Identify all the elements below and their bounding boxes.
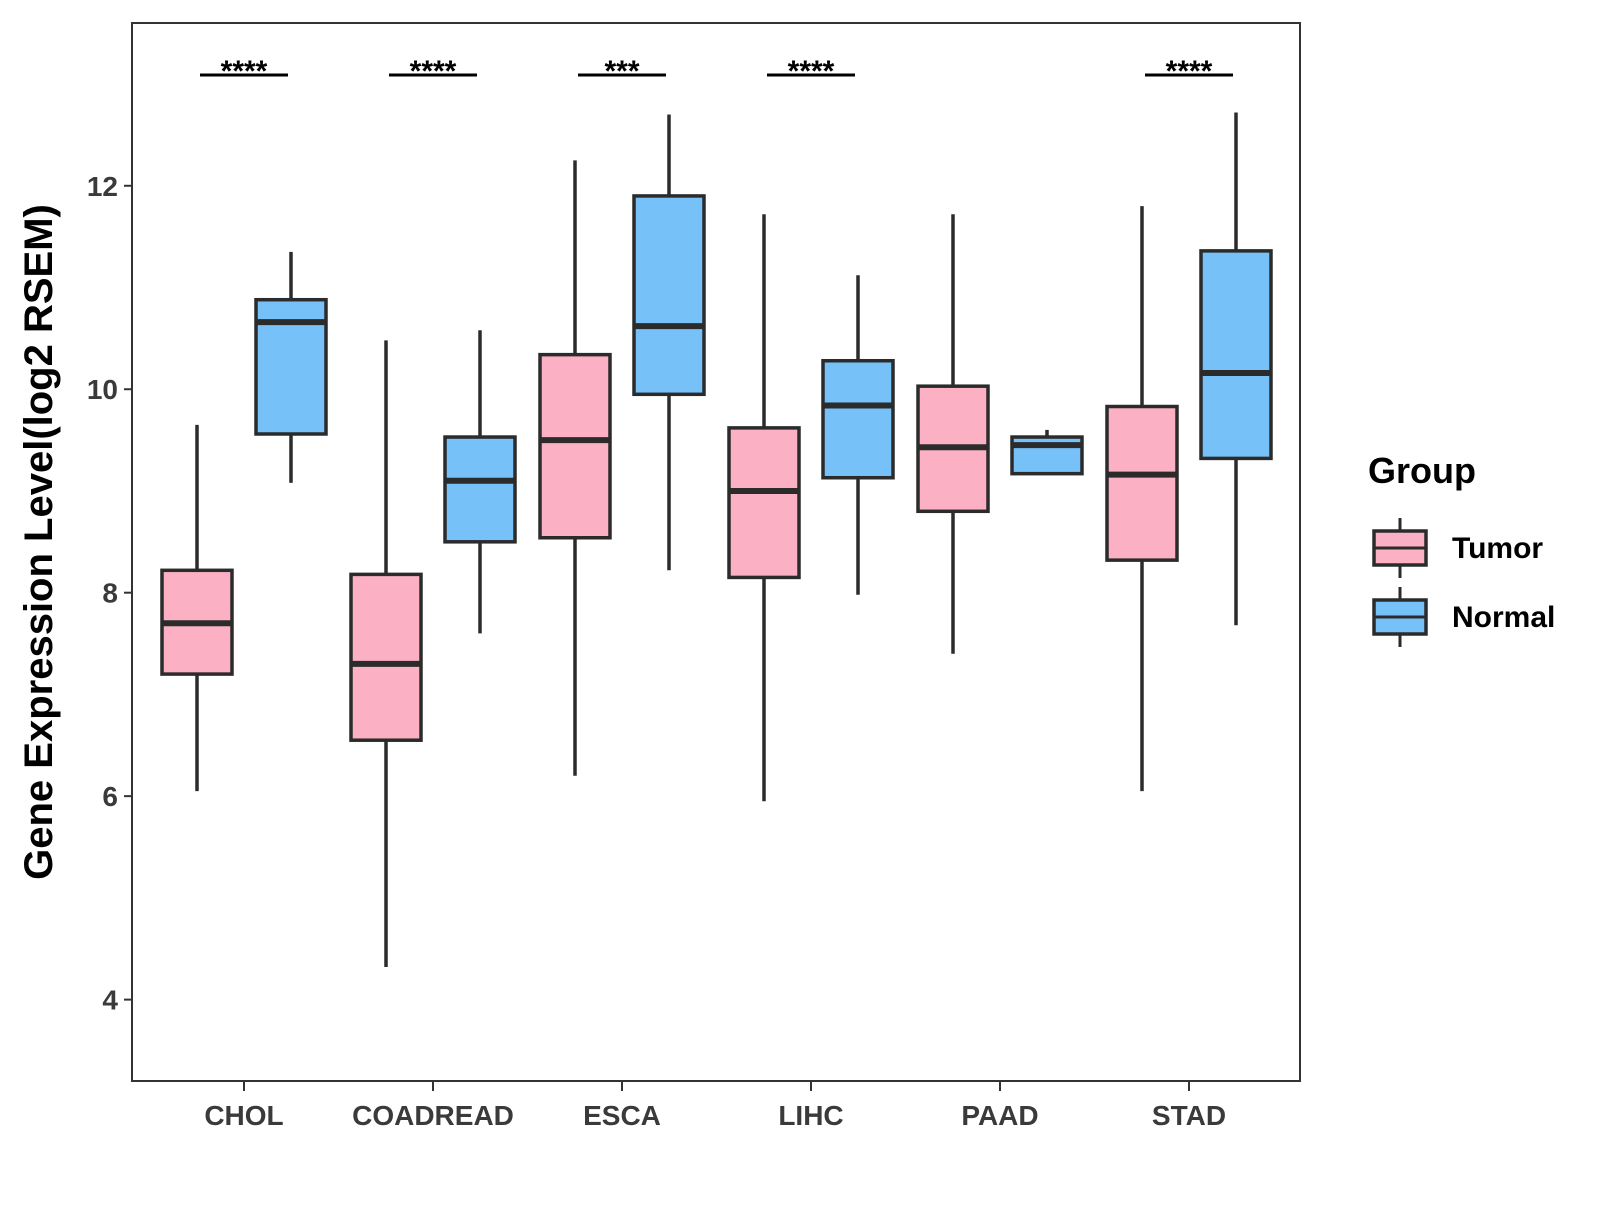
box-iqr <box>1105 404 1179 562</box>
box-tumor-paad <box>916 214 990 654</box>
significance-label-chol: **** <box>221 55 268 88</box>
box-normal-lihc <box>821 275 895 595</box>
box-iqr <box>349 572 423 742</box>
box-iqr <box>632 194 706 397</box>
y-tick-label: 10 <box>87 374 118 405</box>
x-tick-label-esca: ESCA <box>583 1100 661 1131</box>
x-tick-label-paad: PAAD <box>961 1100 1038 1131</box>
legend-label-tumor: Tumor <box>1452 532 1543 565</box>
x-tick-label-stad: STAD <box>1152 1100 1226 1131</box>
box-normal-coadread <box>443 330 517 634</box>
legend-title: Group <box>1368 450 1476 491</box>
plot-panel-border <box>131 22 1301 1082</box>
box-iqr <box>1199 249 1273 461</box>
significance-label-stad: **** <box>1166 55 1213 88</box>
legend: Group Tumor Normal <box>1368 450 1555 647</box>
box-normal-paad <box>1010 429 1084 476</box>
box-tumor-coadread <box>349 340 423 968</box>
box-tumor-stad <box>1105 206 1179 792</box>
box-normal-stad <box>1199 112 1273 626</box>
y-tick-label: 6 <box>102 781 118 812</box>
significance-label-esca: *** <box>604 55 639 88</box>
axes-group: 4 6 8 10 12 Gene Expression Level(log2 RSEM) C… <box>17 22 1301 1131</box>
y-tick-label: 12 <box>87 171 118 202</box>
legend-label-normal: Normal <box>1452 601 1555 634</box>
box-iqr <box>821 358 895 480</box>
significance-label-lihc: **** <box>788 55 835 88</box>
significance-label-coadread: **** <box>410 55 457 88</box>
x-tick-label-coadread: COADREAD <box>352 1100 514 1131</box>
legend-key-normal <box>1372 587 1428 647</box>
box-iqr <box>443 435 517 544</box>
box-tumor-chol <box>160 424 234 792</box>
box-iqr <box>538 352 612 540</box>
box-normal-esca <box>632 114 706 571</box>
legend-key-tumor <box>1372 518 1428 578</box>
box-iqr <box>727 426 801 580</box>
x-tick-label-lihc: LIHC <box>778 1100 843 1131</box>
box-normal-chol <box>254 251 328 483</box>
box-tumor-lihc <box>727 214 801 802</box>
y-tick-label: 4 <box>102 985 118 1016</box>
y-axis-title: Gene Expression Level(log2 RSEM) <box>17 204 61 880</box>
box-tumor-esca <box>538 160 612 776</box>
y-tick-label: 8 <box>102 578 118 609</box>
plot-area-group: **** **** *** **** **** <box>160 55 1273 968</box>
x-tick-label-chol: CHOL <box>204 1100 283 1131</box>
